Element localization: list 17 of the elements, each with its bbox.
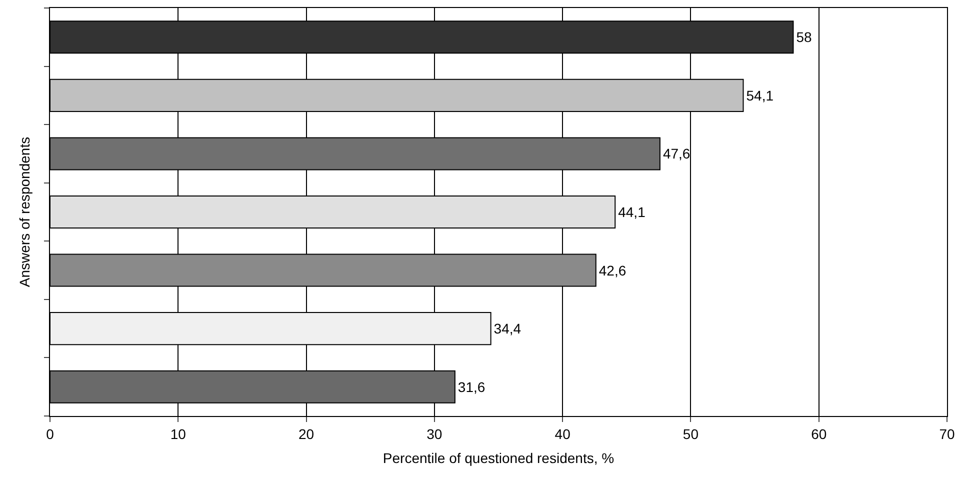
x-tick-label: 40: [554, 426, 571, 442]
data-label: 42,6: [598, 262, 626, 278]
x-tick-label: 20: [298, 426, 314, 442]
x-tick-label: 10: [170, 426, 186, 442]
x-tick-label: 30: [426, 426, 442, 442]
x-tick-label: 50: [682, 426, 699, 442]
x-tick-label: 70: [939, 426, 955, 442]
data-label: 58: [796, 29, 812, 46]
data-label: 47,6: [662, 146, 690, 162]
data-label: 34,4: [494, 320, 522, 337]
x-tick-label: 60: [811, 426, 827, 442]
data-label: 44,1: [618, 204, 646, 220]
y-axis-title: Answers of respondents: [16, 136, 33, 288]
data-label: 31,6: [458, 378, 486, 395]
x-tick-label: 0: [46, 426, 54, 442]
data-label: 54,1: [746, 87, 774, 104]
x-axis-title: Percentile of questioned residents, %: [382, 450, 614, 466]
